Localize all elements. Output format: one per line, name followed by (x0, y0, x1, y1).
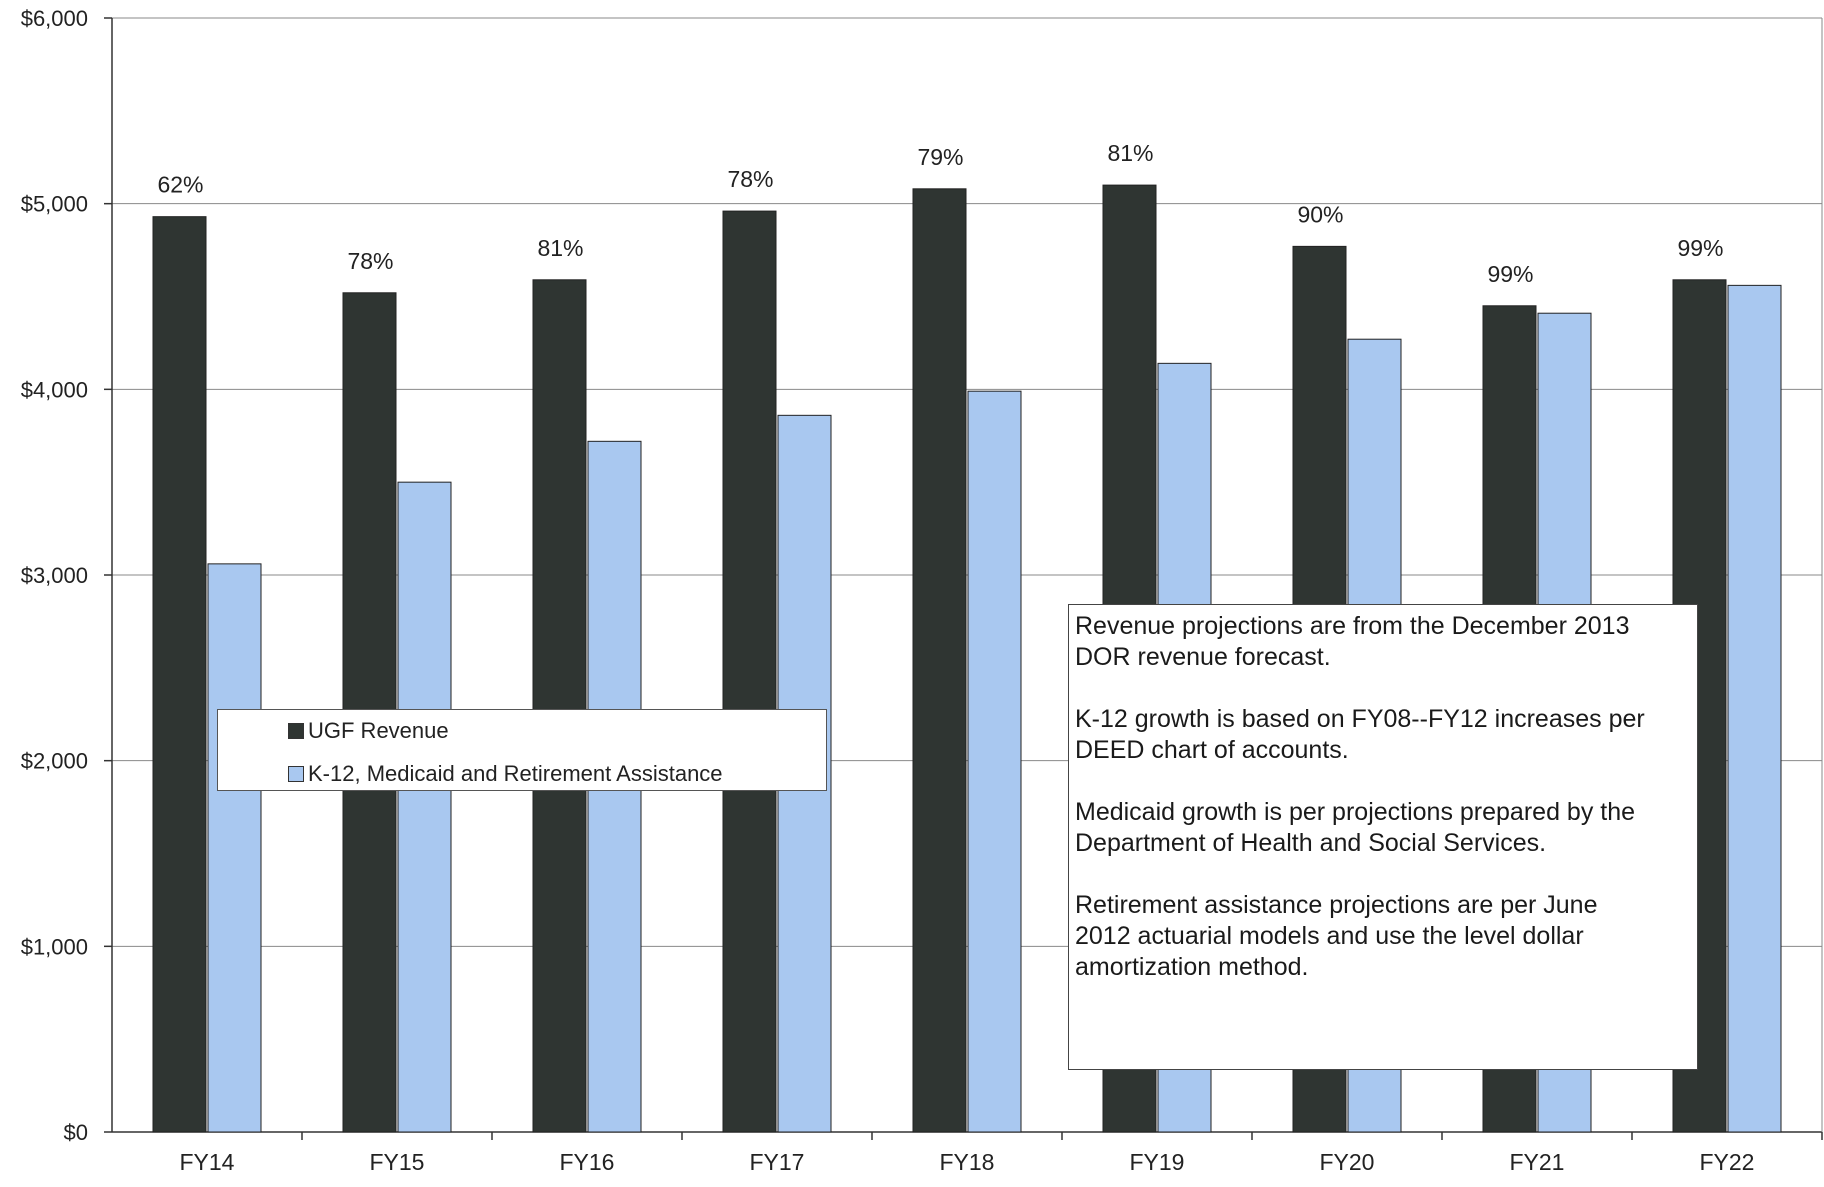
data-label-percent: 81% (537, 235, 583, 261)
y-tick-label: $5,000 (21, 192, 88, 217)
x-category-label: FY21 (1510, 1149, 1565, 1175)
notes-textbox: Revenue projections are from the Decembe… (1068, 604, 1698, 1070)
data-label-percent: 62% (157, 172, 203, 198)
note-revenue-projections: Revenue projections are from the Decembe… (1075, 612, 1630, 671)
legend-label-k12-medicaid-retirement: K-12, Medicaid and Retirement Assistance (308, 761, 723, 786)
bar-ugf-revenue (722, 210, 777, 1133)
note-medicaid-growth: Medicaid growth is per projections prepa… (1075, 798, 1636, 857)
bar-k12-medicaid-retirement (207, 563, 262, 1133)
x-category-label: FY15 (370, 1149, 425, 1175)
data-label-percent: 81% (1107, 140, 1153, 166)
data-label-percent: 99% (1487, 261, 1533, 287)
note-retirement-assistance: Retirement assistance projections are pe… (1075, 891, 1598, 981)
bar-k12-medicaid-retirement (1727, 284, 1782, 1133)
labels: $0 $1,000 $2,000 $3,000 $4,000 $5,000 $6,000 FY… (21, 6, 1755, 1175)
legend-item-ugf-revenue: UGF Revenue (288, 718, 449, 744)
x-category-label: FY17 (750, 1149, 805, 1175)
x-category-label: FY18 (940, 1149, 995, 1175)
data-label-percent: 99% (1677, 235, 1723, 261)
x-category-label: FY19 (1130, 1149, 1185, 1175)
chart-legend: UGF Revenue K-12, Medicaid and Retiremen… (217, 709, 827, 791)
y-tick-label: $2,000 (21, 749, 88, 774)
legend-item-k12-medicaid-retirement: K-12, Medicaid and Retirement Assistance (288, 761, 723, 787)
y-tick-label: $1,000 (21, 934, 88, 959)
y-tick-label: $4,000 (21, 377, 88, 402)
data-label-percent: 78% (727, 166, 773, 192)
y-tick-label: $3,000 (21, 563, 88, 588)
legend-swatch-k12-medicaid-retirement (288, 766, 304, 782)
x-category-label: FY22 (1700, 1149, 1755, 1175)
data-label-percent: 78% (347, 248, 393, 274)
bar-k12-medicaid-retirement (967, 390, 1022, 1133)
legend-label-ugf-revenue: UGF Revenue (308, 718, 449, 743)
x-category-label: FY16 (560, 1149, 615, 1175)
x-category-label: FY14 (180, 1149, 235, 1175)
bar-ugf-revenue (152, 216, 207, 1133)
bar-k12-medicaid-retirement (397, 481, 452, 1133)
legend-swatch-ugf-revenue (288, 723, 304, 739)
data-label-percent: 90% (1297, 201, 1343, 227)
axes (104, 17, 1823, 1140)
y-tick-label: $6,000 (21, 6, 88, 31)
bar-ugf-revenue (912, 188, 967, 1133)
data-label-percent: 79% (917, 144, 963, 170)
x-category-label: FY20 (1320, 1149, 1375, 1175)
y-tick-label: $0 (64, 1120, 88, 1145)
bar-ugf-revenue (532, 279, 587, 1133)
note-k12-growth: K-12 growth is based on FY08--FY12 incre… (1075, 705, 1645, 764)
